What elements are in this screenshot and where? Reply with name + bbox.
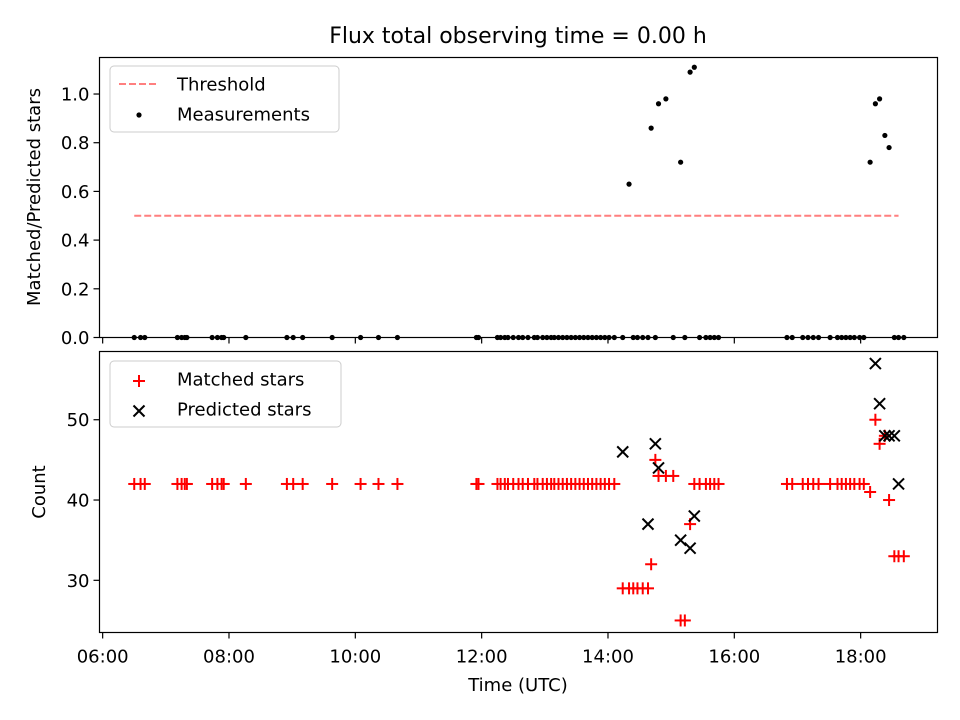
matched-star-point — [883, 494, 896, 507]
legend-matched-label: Matched stars — [177, 370, 304, 391]
top-y-tick-label: 0.6 — [61, 182, 90, 203]
bottom-y-axis-label: Count — [29, 465, 50, 518]
matched-star-point — [296, 477, 309, 490]
matched-star-point — [239, 477, 252, 490]
matched-star-point — [869, 413, 882, 426]
legend-measurements-label: Measurements — [177, 105, 310, 126]
predicted-star-point — [641, 517, 655, 531]
matched-star-point — [180, 477, 193, 490]
matched-star-point — [326, 477, 339, 490]
matched-star-point — [641, 582, 654, 595]
matched-star-point — [645, 558, 658, 571]
measurement-point — [691, 64, 697, 70]
measurement-point — [648, 125, 654, 131]
measurement-point — [886, 144, 892, 151]
top-legend: Threshold Measurements — [109, 65, 340, 133]
bottom-legend-box — [109, 360, 342, 428]
measurement-point — [867, 159, 873, 165]
matched-star-point — [857, 477, 870, 490]
legend-measurements-swatch — [136, 112, 142, 118]
matched-star-point — [217, 477, 230, 490]
matched-star-point — [812, 477, 825, 490]
top-y-tick-label: 1.0 — [61, 85, 90, 106]
x-tick-label: 18:00 — [835, 647, 887, 668]
predicted-star-point — [683, 541, 697, 555]
predicted-star-point — [652, 461, 665, 475]
matched-star-point — [138, 477, 151, 490]
chart-title: Flux total observing time = 0.00 h — [329, 24, 707, 49]
x-tick-label: 12:00 — [456, 647, 508, 668]
matched-star-point — [354, 477, 367, 490]
top-axes-frame — [98, 56, 939, 339]
legend-threshold-label: Threshold — [176, 75, 266, 96]
top-y-tick-label: 0.4 — [61, 231, 90, 252]
matched-star-point — [372, 477, 385, 490]
measurement-point — [687, 69, 693, 75]
top-y-axis-label: Matched/Predicted stars — [24, 88, 45, 306]
bottom-legend: Matched stars Predicted stars — [109, 360, 342, 428]
bottom-plot-area — [128, 357, 910, 627]
predicted-star-point — [688, 509, 701, 523]
x-tick-label: 10:00 — [329, 647, 381, 668]
x-tick-label: 06:00 — [77, 647, 129, 668]
top-y-tick-label: 0.0 — [61, 328, 90, 349]
legend-predicted-label: Predicted stars — [177, 400, 311, 421]
top-y-tick-label: 0.8 — [61, 133, 90, 154]
matched-star-point — [712, 477, 725, 490]
predicted-star-point — [616, 445, 629, 459]
measurement-point — [655, 101, 662, 107]
top-y-ticks: 0.0 0.2 0.4 0.6 0.8 1.0 — [61, 85, 100, 349]
legend-matched-swatch — [133, 375, 145, 387]
x-tick-label: 08:00 — [203, 647, 255, 668]
predicted-star-point — [674, 533, 687, 547]
predicted-star-point — [892, 477, 905, 491]
matched-star-point — [873, 437, 886, 450]
matched-star-point — [391, 477, 404, 490]
x-tick-label: 14:00 — [582, 647, 634, 668]
measurement-point — [663, 96, 669, 102]
measurement-point — [882, 132, 888, 139]
predicted-star-point — [873, 397, 886, 410]
matched-star-point — [678, 614, 691, 627]
x-axis-label: Time (UTC) — [467, 675, 568, 696]
top-legend-box — [109, 65, 340, 133]
top-y-tick-label: 0.2 — [61, 279, 90, 300]
predicted-star-point — [869, 357, 882, 370]
predicted-star-point — [882, 429, 896, 443]
matched-star-point — [608, 477, 621, 490]
top-panel: 0.0 0.2 0.4 0.6 0.8 1.0 Matched/Predicted sta… — [24, 56, 939, 349]
legend-predicted-swatch — [132, 404, 146, 418]
matched-star-point — [472, 477, 485, 490]
matched-star-point — [897, 550, 910, 563]
predicted-star-point — [878, 429, 892, 443]
matched-star-point — [864, 486, 877, 498]
matched-star-point — [667, 469, 680, 482]
bottom-axes-frame — [98, 350, 939, 634]
bottom-y-tick-label: 30 — [67, 571, 90, 592]
predicted-star-point — [649, 437, 662, 451]
bottom-y-tick-label: 40 — [67, 491, 90, 512]
measurement-point — [872, 101, 878, 107]
measurement-point — [678, 159, 684, 165]
bottom-y-ticks: 30 40 50 — [67, 410, 100, 592]
matched-star-point — [786, 477, 799, 490]
measurement-point — [876, 96, 883, 102]
predicted-star-point — [888, 429, 901, 443]
measurement-point — [626, 181, 632, 187]
bottom-panel: 30 40 50 06:00 08:00 10:00 12:00 14:00 16:00 18:… — [29, 350, 939, 696]
bottom-x-ticks: 06:00 08:00 10:00 12:00 14:00 16:00 18:00 — [77, 632, 887, 668]
x-tick-label: 16:00 — [708, 647, 760, 668]
top-plot-area — [131, 64, 907, 341]
bottom-y-tick-label: 50 — [67, 410, 90, 431]
